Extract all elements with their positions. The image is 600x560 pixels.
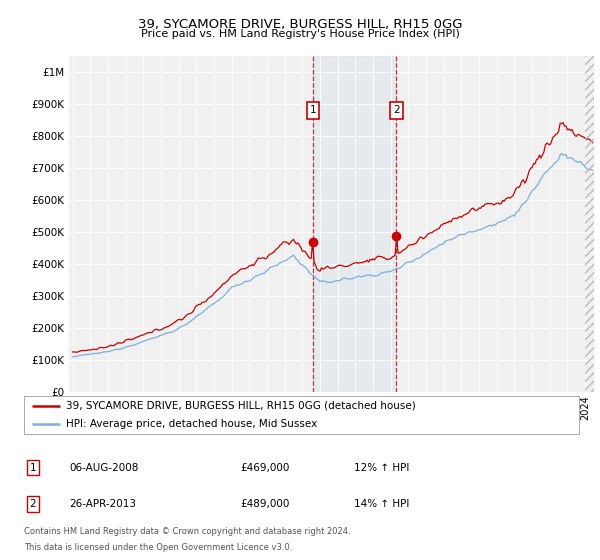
Text: 2: 2 bbox=[29, 499, 37, 509]
Text: 06-AUG-2008: 06-AUG-2008 bbox=[69, 463, 139, 473]
Text: Contains HM Land Registry data © Crown copyright and database right 2024.: Contains HM Land Registry data © Crown c… bbox=[24, 528, 350, 536]
Text: 26-APR-2013: 26-APR-2013 bbox=[69, 499, 136, 509]
Bar bbox=[313, 56, 397, 392]
Text: 14% ↑ HPI: 14% ↑ HPI bbox=[354, 499, 409, 509]
Text: 39, SYCAMORE DRIVE, BURGESS HILL, RH15 0GG: 39, SYCAMORE DRIVE, BURGESS HILL, RH15 0… bbox=[138, 18, 462, 31]
Text: 39, SYCAMORE DRIVE, BURGESS HILL, RH15 0GG (detached house): 39, SYCAMORE DRIVE, BURGESS HILL, RH15 0… bbox=[65, 401, 415, 411]
Text: Price paid vs. HM Land Registry's House Price Index (HPI): Price paid vs. HM Land Registry's House … bbox=[140, 29, 460, 39]
Bar bbox=[585, 56, 594, 392]
Text: £489,000: £489,000 bbox=[240, 499, 289, 509]
Text: 1: 1 bbox=[29, 463, 37, 473]
Text: 2: 2 bbox=[393, 105, 400, 115]
Text: HPI: Average price, detached house, Mid Sussex: HPI: Average price, detached house, Mid … bbox=[65, 419, 317, 429]
Text: This data is licensed under the Open Government Licence v3.0.: This data is licensed under the Open Gov… bbox=[24, 543, 292, 552]
Text: 1: 1 bbox=[310, 105, 316, 115]
Text: 12% ↑ HPI: 12% ↑ HPI bbox=[354, 463, 409, 473]
Text: £469,000: £469,000 bbox=[240, 463, 289, 473]
